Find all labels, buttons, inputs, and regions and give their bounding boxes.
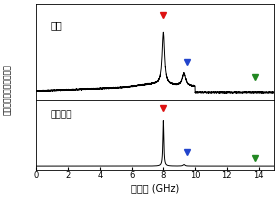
Text: 実験: 実験 xyxy=(51,20,62,30)
Text: 磁化運動による反射信号: 磁化運動による反射信号 xyxy=(3,65,11,115)
X-axis label: 周波数 (GHz): 周波数 (GHz) xyxy=(131,183,179,193)
Text: 数値計算: 数値計算 xyxy=(51,110,72,119)
